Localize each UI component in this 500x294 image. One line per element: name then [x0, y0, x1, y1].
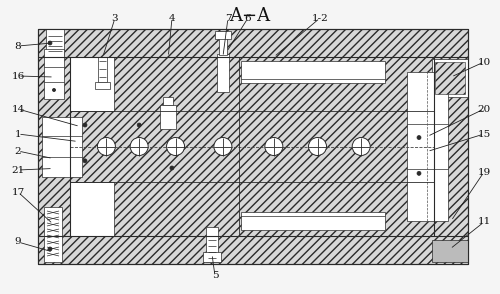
Text: 7: 7: [224, 14, 232, 23]
Circle shape: [166, 138, 184, 156]
Bar: [432, 59, 468, 97]
Circle shape: [83, 159, 87, 163]
Bar: [70, 57, 114, 111]
Text: 19: 19: [478, 168, 490, 176]
Circle shape: [83, 123, 87, 127]
Text: 1-2: 1-2: [312, 14, 328, 23]
Text: 11: 11: [478, 218, 490, 226]
Bar: [241, 61, 385, 83]
Circle shape: [170, 166, 174, 170]
Bar: [38, 29, 468, 264]
Circle shape: [137, 123, 141, 127]
Bar: [42, 116, 82, 176]
Bar: [44, 49, 64, 99]
Bar: [44, 207, 62, 262]
Circle shape: [130, 138, 148, 156]
Text: 3: 3: [112, 14, 118, 23]
Text: 5: 5: [212, 271, 218, 280]
Text: 14: 14: [12, 104, 24, 113]
Bar: [96, 82, 110, 89]
Bar: [38, 29, 468, 264]
Circle shape: [352, 138, 370, 156]
Bar: [70, 57, 434, 236]
Circle shape: [417, 136, 421, 140]
Bar: [98, 57, 108, 82]
Circle shape: [265, 138, 283, 156]
Text: 6: 6: [244, 14, 252, 23]
Circle shape: [48, 247, 52, 251]
Bar: [206, 227, 218, 262]
Bar: [432, 240, 468, 262]
Bar: [46, 29, 64, 55]
Text: 9: 9: [14, 238, 21, 246]
Circle shape: [48, 41, 52, 45]
Text: 17: 17: [12, 188, 24, 196]
Circle shape: [417, 171, 421, 175]
Text: 21: 21: [12, 166, 24, 175]
Text: 8: 8: [14, 41, 21, 51]
Bar: [70, 136, 434, 156]
Bar: [435, 62, 465, 94]
Circle shape: [308, 138, 326, 156]
Text: 16: 16: [12, 71, 24, 81]
Text: 15: 15: [478, 129, 490, 138]
Text: 1: 1: [14, 129, 21, 138]
Bar: [215, 31, 231, 39]
Circle shape: [214, 138, 232, 156]
Bar: [217, 54, 229, 92]
Bar: [160, 105, 176, 128]
Text: A−A: A−A: [230, 7, 270, 25]
Circle shape: [98, 138, 116, 156]
Text: 4: 4: [168, 14, 175, 23]
Bar: [203, 252, 221, 262]
Text: 2: 2: [14, 146, 21, 156]
Text: 10: 10: [478, 58, 490, 66]
Bar: [407, 72, 448, 221]
Bar: [164, 97, 173, 105]
Circle shape: [52, 88, 56, 91]
Bar: [241, 212, 385, 230]
Bar: [219, 31, 227, 55]
Text: 20: 20: [478, 104, 490, 113]
Bar: [70, 182, 114, 236]
